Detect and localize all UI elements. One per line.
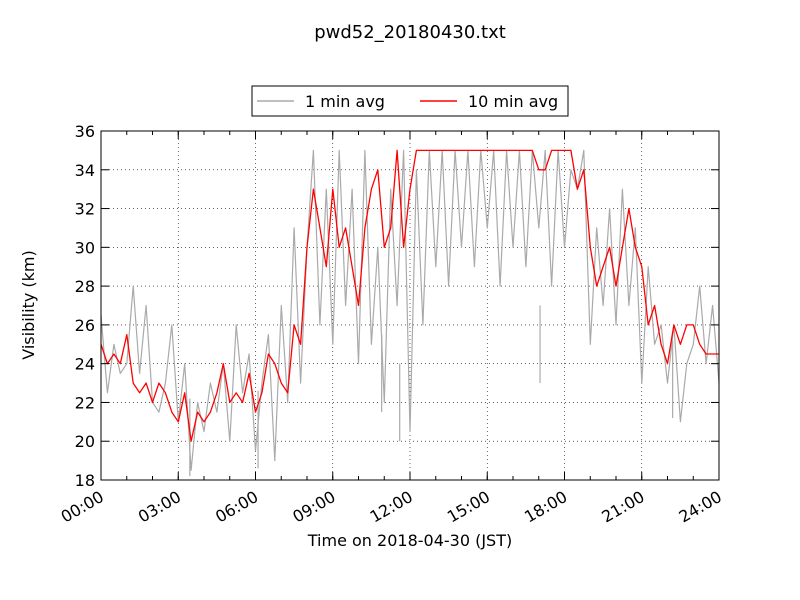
x-tick-label: 09:00 (289, 487, 338, 527)
x-tick-label: 18:00 (521, 487, 570, 527)
x-tick-label: 06:00 (212, 487, 261, 527)
y-tick-label: 36 (75, 122, 95, 141)
x-tick-label: 24:00 (676, 487, 725, 527)
ticks (100, 130, 720, 481)
series-1min-line (100, 149, 720, 471)
series-10min-line (100, 149, 719, 442)
x-tick-label: 21:00 (598, 487, 647, 527)
y-tick-label: 28 (75, 277, 95, 296)
legend-label-1min: 1 min avg (305, 92, 385, 111)
y-tick-label: 26 (75, 316, 95, 335)
y-tick-label: 22 (75, 393, 95, 412)
x-tick-label: 15:00 (444, 487, 493, 527)
series-layer (100, 149, 720, 477)
y-axis-label: Visibility (km) (19, 250, 38, 359)
x-tick-label: 03:00 (135, 487, 184, 527)
y-tick-label: 20 (75, 432, 95, 451)
legend: 1 min avg 10 min avg (251, 85, 569, 117)
x-tick-label: 12:00 (367, 487, 416, 527)
legend-box (251, 85, 569, 117)
y-tick-label: 24 (75, 355, 95, 374)
legend-label-10min: 10 min avg (468, 92, 558, 111)
y-tick-label: 18 (75, 471, 95, 490)
y-tick-label: 34 (75, 161, 95, 180)
x-axis-label: Time on 2018-04-30 (JST) (307, 531, 512, 550)
x-tick-label: 00:00 (58, 487, 107, 527)
y-tick-label: 30 (75, 238, 95, 257)
x-tick-labels: 00:00 03:00 06:00 09:00 12:00 15:00 18:00 21:00… (58, 487, 725, 527)
y-tick-label: 32 (75, 200, 95, 219)
chart-title: pwd52_20180430.txt (314, 22, 506, 43)
grid (101, 131, 719, 480)
y-tick-labels: 18 20 22 24 26 28 30 32 34 36 (75, 122, 95, 490)
